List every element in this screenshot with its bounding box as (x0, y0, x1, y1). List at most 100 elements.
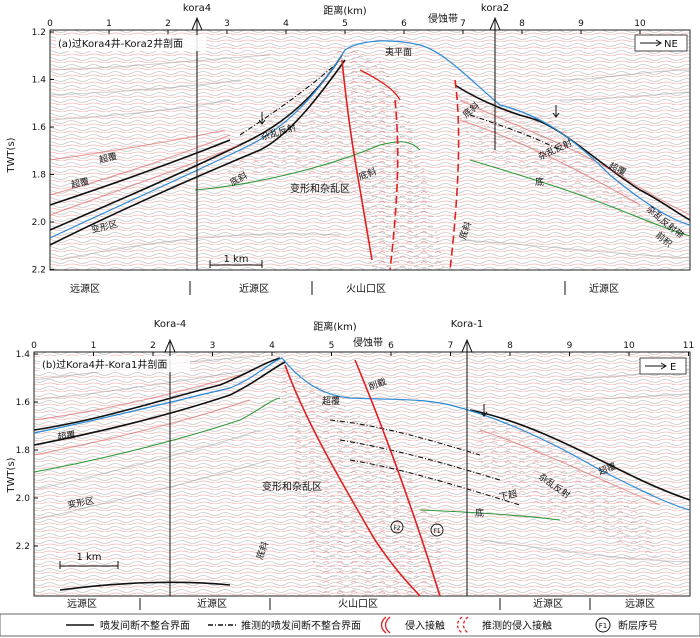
panel-a-well-kora2-label: kora2 (481, 3, 509, 14)
panel-a-zone: 远源区 (70, 282, 100, 295)
legend-item-label: 推测的喷发间断不整合界面 (241, 619, 361, 632)
x-tick-label: 1 (106, 19, 112, 29)
panel-a-blue-surface (49, 40, 691, 239)
panel-b-fault-label: F2 (393, 525, 400, 532)
panel-b-erosion-label: 侵蚀带 (353, 336, 383, 349)
panel-b: 0 1 2 3 4 5 6 7 8 9 10 11 1.4 1.6 1.8 2.0 2.2 TWT(s) 距离… (6, 319, 694, 610)
x-tick-label: 8 (519, 19, 525, 29)
x-tick-label: 7 (460, 19, 466, 29)
panel-b-annotation: 底 (475, 507, 484, 519)
legend-fault-example: F1 (599, 622, 607, 630)
panel-b-annotation: 变形和杂乱区 (262, 480, 322, 493)
x-tick-label: 4 (269, 341, 275, 351)
solid-red-arc-icon (380, 616, 391, 634)
x-tick-label: 1 (91, 341, 97, 351)
panel-b-zone: 远源区 (625, 597, 655, 610)
panel-a-title: (a)过Kora4井-Kora2井剖面 (58, 37, 183, 50)
x-tick-label: 10 (623, 341, 635, 351)
panel-b-dashed-unconformity-2 (339, 439, 501, 481)
panel-a-intrusion-left-dashed (389, 99, 399, 271)
panel-b-direction-label: E (670, 362, 676, 373)
panel-a-xaxis-label: 距离(km) (323, 4, 366, 17)
y-tick-label: 2.0 (16, 494, 31, 504)
y-tick-label: 1.6 (32, 123, 47, 133)
panel-b-fault-f2 (284, 364, 421, 597)
panel-b-scale-label: 1 km (76, 552, 101, 563)
x-tick-label: 3 (224, 19, 230, 29)
panel-a-intrusion-curve (359, 69, 401, 101)
x-tick-label: 10 (634, 19, 646, 29)
x-tick-label: 11 (683, 341, 694, 351)
panel-b-zone: 近源区 (533, 597, 563, 610)
panel-b-xaxis-label: 距离(km) (313, 320, 356, 333)
panel-a-direction-arrow (634, 34, 688, 52)
panel-b-dashed-unconformity (329, 419, 481, 456)
legend-item-label: 推测的侵入接触 (482, 619, 552, 632)
x-tick-label: 2 (165, 19, 171, 29)
panel-a-zone: 火山口区 (346, 283, 386, 295)
panel-b-yaxis-label: TWT(s) (6, 457, 17, 493)
x-tick-label: 5 (329, 341, 335, 351)
x-tick-label: 4 (283, 19, 289, 29)
y-tick-label: 1.2 (32, 28, 46, 38)
panel-a-annotation: 变形和杂乱区 (290, 182, 350, 195)
panel-b-zone-dividers (139, 598, 591, 610)
panel-a-scale-bar (209, 260, 263, 268)
x-tick-label: 9 (567, 341, 573, 351)
x-tick-label: 9 (578, 19, 584, 29)
panel-a-intrusion-left (341, 59, 373, 261)
panel-b-green-base-right (419, 509, 561, 521)
panel-a-crater-zone (335, 46, 445, 270)
panel-a-annotation: 底 (535, 176, 544, 188)
panel-b-annotation: 超覆 (57, 429, 77, 443)
panel-b-fault-f1 (354, 359, 441, 597)
fault-number-icon (595, 617, 611, 633)
x-tick-label: 2 (150, 341, 156, 351)
x-tick-label: 6 (388, 341, 394, 351)
panel-a-intrusion-right-dashed (449, 79, 460, 271)
panel-b-crater-zone (275, 358, 445, 596)
panel-b-y-ticks: 1.4 1.6 1.8 2.0 2.2 (16, 350, 38, 552)
x-tick-label: 3 (210, 341, 216, 351)
y-tick-label: 2.2 (32, 266, 46, 276)
panel-a-yaxis-label: TWT(s) (6, 137, 17, 173)
panel-a-y-ticks: 1.2 1.4 1.6 1.8 2.0 2.2 (32, 28, 54, 276)
legend: 喷发间断不整合界面 推测的喷发间断不整合界面 侵入接触 推测的侵入接触 F1 断… (0, 613, 700, 637)
panel-a-direction-label: NE (664, 39, 678, 50)
panel-b-zone: 火山口区 (338, 598, 378, 610)
panel-a-green-base-right (469, 159, 691, 237)
panel-a-zone: 近源区 (589, 282, 619, 295)
y-tick-label: 1.4 (16, 350, 31, 360)
panel-a-well-kora4-marker (191, 16, 203, 31)
panel-a-onlap-arrow-2 (552, 105, 560, 118)
panel-b-annotation: 下超 (498, 487, 518, 502)
panel-a-zone-dividers (189, 281, 566, 295)
panel-b-right-flank-chaos (470, 410, 660, 560)
legend-item-label: 断层序号 (618, 619, 658, 632)
panel-a: 0 1 2 3 4 5 6 7 8 9 10 1.2 1.4 1.6 1.8 2.0 2.2 TWT(s) 距… (6, 3, 691, 295)
legend-item-label: 侵入接触 (405, 619, 445, 632)
x-tick-label: 8 (507, 341, 513, 351)
x-tick-label: 5 (342, 19, 348, 29)
y-tick-label: 2.2 (16, 542, 30, 552)
panel-b-title: (b)过Kora4井-Kora1井剖面 (42, 358, 167, 371)
panel-a-well-kora2-marker (489, 16, 501, 31)
panel-a-x-ticks: 0 1 2 3 4 5 6 7 8 9 10 (47, 19, 646, 34)
y-tick-label: 2.0 (32, 218, 47, 228)
panel-b-zone: 远源区 (67, 597, 97, 610)
panel-b-well-kora4-label: Kora-4 (154, 319, 186, 330)
panel-a-zone: 近源区 (239, 282, 269, 295)
panel-b-zone: 近源区 (197, 597, 227, 610)
panel-a-erosion-label: 侵蚀带 (428, 12, 458, 25)
panel-b-scale-bar (59, 561, 119, 569)
panel-b-reflectors (33, 355, 691, 591)
panel-b-fault-label: F1 (433, 528, 440, 535)
panel-b-blue-surface (33, 357, 691, 511)
x-tick-label: 0 (47, 19, 53, 29)
panel-a-dashed-unconformity-2 (469, 114, 561, 151)
panel-b-well-kora1-marker (461, 338, 473, 353)
fault-number-icon (390, 520, 444, 537)
x-tick-label: 7 (448, 341, 454, 351)
y-tick-label: 1.8 (16, 446, 31, 456)
panel-b-well-kora1-label: Kora-1 (451, 319, 483, 330)
